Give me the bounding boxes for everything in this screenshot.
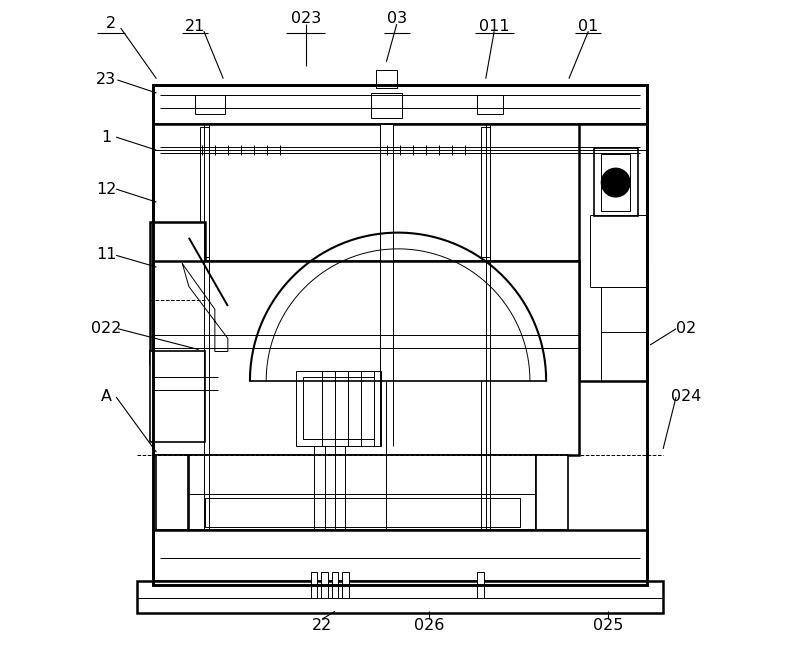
Bar — [156, 293, 176, 309]
Text: 1: 1 — [102, 130, 111, 145]
Text: 025: 025 — [593, 618, 623, 633]
Bar — [153, 260, 578, 456]
Bar — [332, 572, 338, 598]
Bar — [322, 572, 328, 598]
Bar — [474, 267, 485, 381]
Bar — [594, 148, 638, 216]
Bar — [369, 303, 394, 361]
Bar — [200, 128, 209, 257]
Bar — [150, 352, 205, 443]
Bar — [153, 85, 647, 124]
Text: A: A — [101, 389, 112, 404]
Bar — [156, 456, 187, 530]
Bar — [373, 303, 389, 368]
Text: 011: 011 — [479, 19, 510, 35]
Bar — [137, 581, 663, 613]
Bar — [153, 124, 647, 260]
Bar — [153, 85, 647, 585]
Bar — [195, 95, 225, 115]
Bar — [290, 267, 302, 381]
Bar — [602, 154, 630, 210]
Bar — [205, 497, 520, 527]
Bar — [380, 124, 393, 260]
Text: 12: 12 — [96, 182, 117, 197]
Text: 026: 026 — [414, 618, 445, 633]
Bar — [156, 312, 176, 329]
Bar — [189, 456, 537, 530]
Bar — [296, 371, 381, 446]
Text: 024: 024 — [670, 389, 701, 404]
Bar — [342, 572, 349, 598]
Text: 01: 01 — [578, 19, 598, 35]
Bar — [153, 530, 647, 581]
Bar — [537, 456, 567, 530]
Bar — [156, 273, 176, 290]
Text: 02: 02 — [676, 321, 696, 337]
Text: 023: 023 — [290, 11, 321, 27]
Text: 22: 22 — [312, 618, 332, 633]
Bar — [302, 378, 374, 439]
Bar — [482, 128, 490, 257]
Bar — [477, 95, 502, 115]
Text: 21: 21 — [185, 19, 206, 35]
Bar — [578, 124, 647, 381]
Text: 03: 03 — [386, 11, 407, 27]
Circle shape — [602, 169, 630, 197]
Bar — [370, 93, 402, 118]
Text: 23: 23 — [96, 72, 117, 87]
Bar — [150, 221, 205, 365]
Bar — [376, 70, 397, 89]
Bar — [478, 572, 484, 598]
Text: 2: 2 — [106, 16, 116, 31]
Bar — [156, 332, 176, 348]
Text: 022: 022 — [91, 321, 122, 337]
Text: 11: 11 — [96, 247, 117, 262]
Bar — [311, 572, 318, 598]
